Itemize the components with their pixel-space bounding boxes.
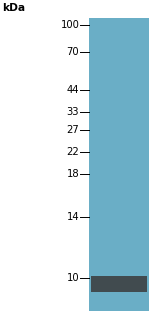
Text: 10: 10 [67,273,79,283]
Text: 22: 22 [66,147,79,157]
Text: 18: 18 [67,169,79,179]
Text: 70: 70 [67,47,79,57]
Text: 33: 33 [67,107,79,117]
Bar [89,18,149,311]
Text: kDa: kDa [2,3,25,13]
Text: 27: 27 [66,125,79,135]
Text: 14: 14 [67,212,79,222]
Text: 44: 44 [67,85,79,95]
Bar [91,276,147,292]
Text: 100: 100 [60,20,79,30]
